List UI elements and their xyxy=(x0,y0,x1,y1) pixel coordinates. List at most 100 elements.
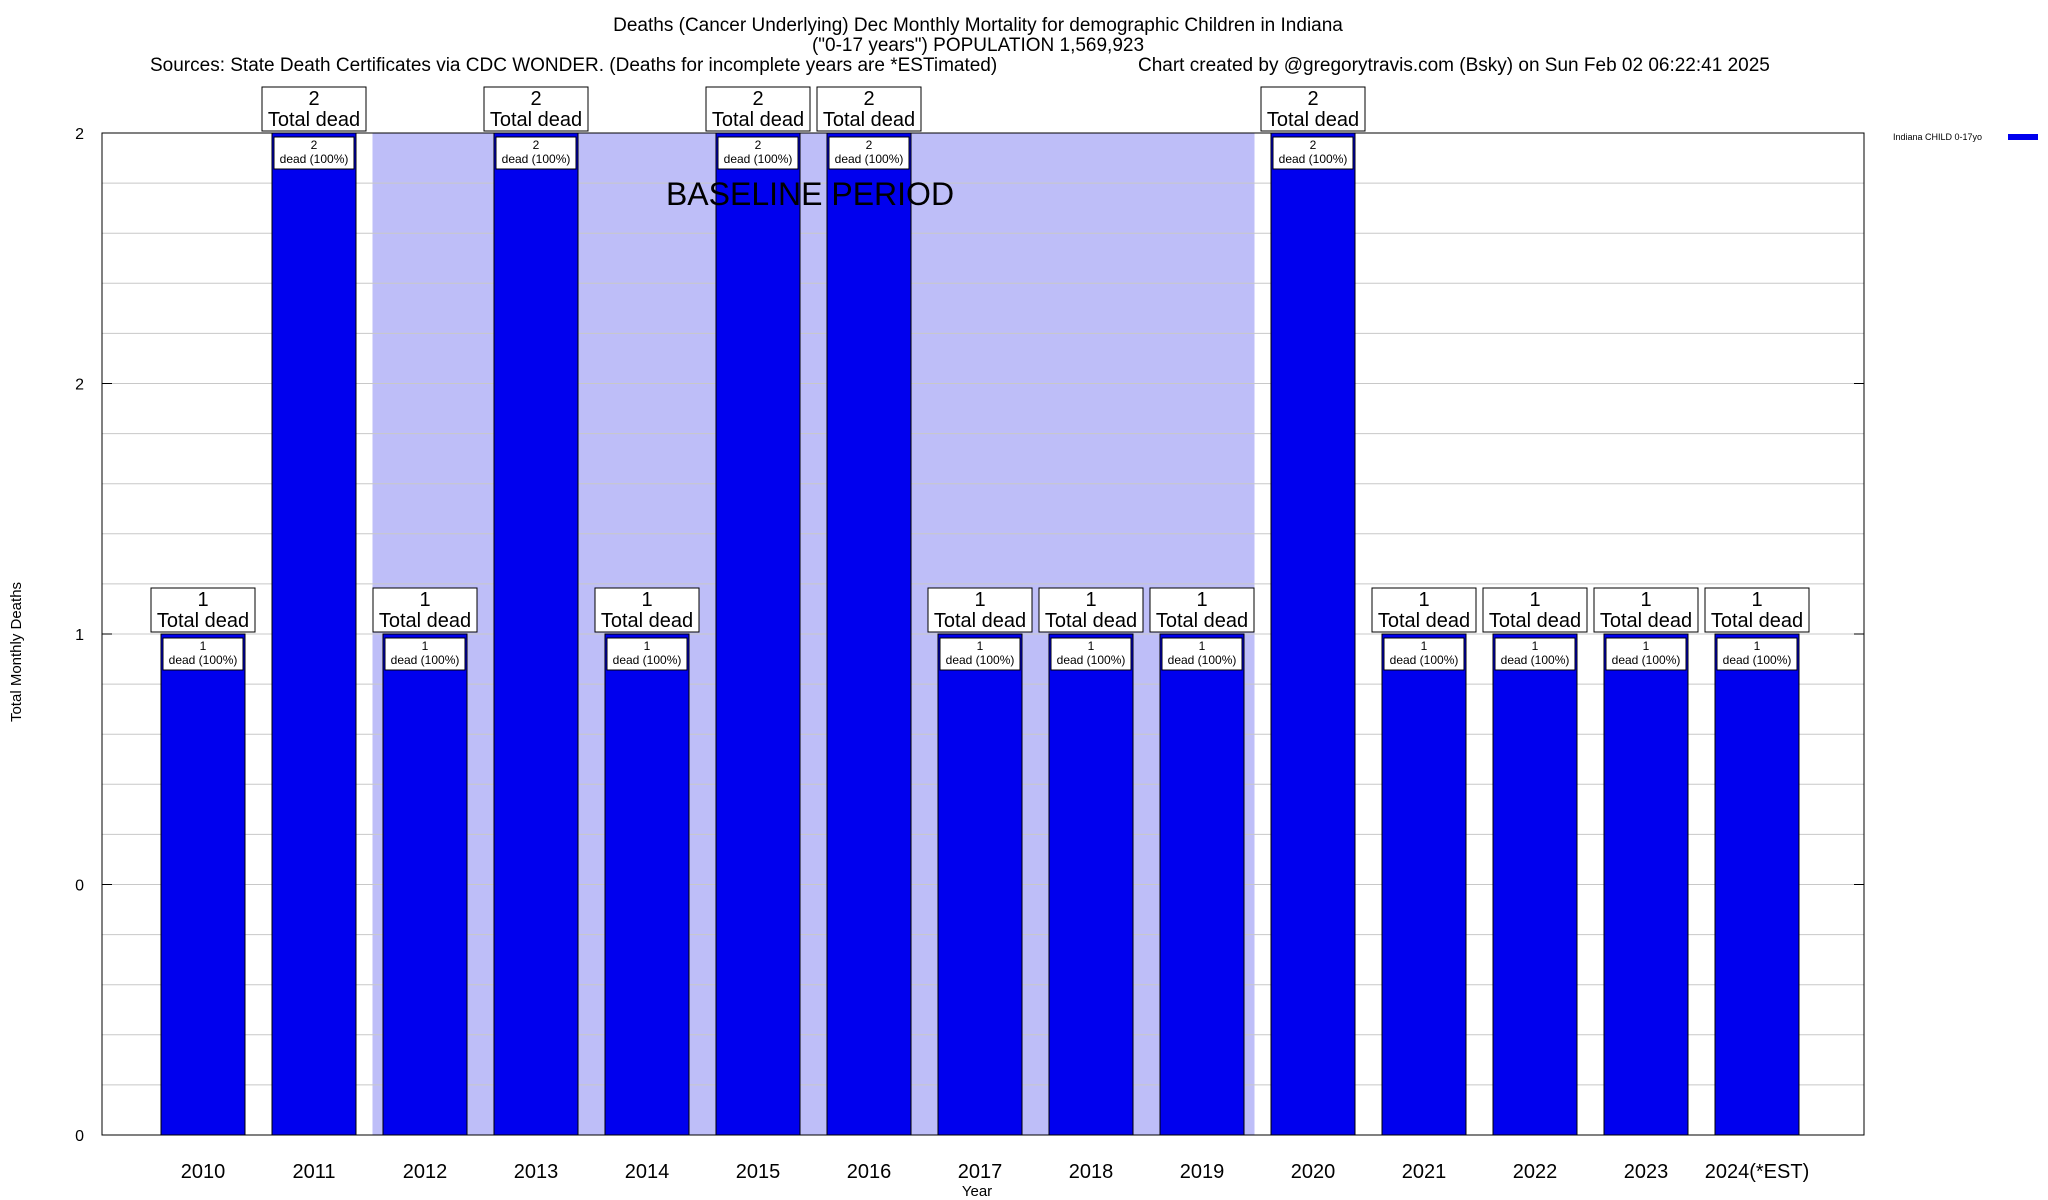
bar-2014 xyxy=(604,633,690,1136)
bar-2019 xyxy=(1159,633,1245,1136)
inner-dead-box xyxy=(273,136,355,170)
x-tick-label: 2019 xyxy=(1180,1161,1225,1183)
bars-layer xyxy=(160,132,1800,1136)
total-dead-value: 1 xyxy=(641,589,652,611)
x-tick-label: 2021 xyxy=(1402,1161,1447,1183)
inner-dead-value: 1 xyxy=(200,639,207,653)
x-tick-label: 2012 xyxy=(403,1161,448,1183)
bar-2021 xyxy=(1381,633,1467,1136)
total-dead-box xyxy=(261,86,367,132)
inner-dead-value: 1 xyxy=(644,639,651,653)
inner-dead-label: dead (100%) xyxy=(1168,653,1237,667)
inner-dead-value: 2 xyxy=(1310,138,1317,152)
inner-dead-box xyxy=(939,637,1021,671)
inner-dead-box xyxy=(162,637,244,671)
bar-2015 xyxy=(715,132,801,1136)
inner-dead-value: 1 xyxy=(1199,639,1206,653)
total-dead-box xyxy=(1593,587,1699,633)
x-tick-label: 2020 xyxy=(1291,1161,1336,1183)
total-dead-label: Total dead xyxy=(379,610,471,632)
x-tick-label: 2010 xyxy=(181,1161,226,1183)
inner-dead-label: dead (100%) xyxy=(1390,653,1459,667)
bar-2024(*EST) xyxy=(1714,633,1800,1136)
inner-dead-label: dead (100%) xyxy=(1057,653,1126,667)
y-tick-label: 1 xyxy=(75,627,84,644)
total-dead-box xyxy=(1149,587,1255,633)
total-dead-value: 1 xyxy=(419,589,430,611)
total-dead-value: 2 xyxy=(308,88,319,110)
inner-dead-box xyxy=(384,637,466,671)
total-dead-value: 1 xyxy=(1085,589,1096,611)
inner-dead-label: dead (100%) xyxy=(1723,653,1792,667)
x-tick-label: 2016 xyxy=(847,1161,892,1183)
total-dead-label: Total dead xyxy=(1711,610,1803,632)
total-dead-box xyxy=(483,86,589,132)
chart-title-line1: Deaths (Cancer Underlying) Dec Monthly M… xyxy=(613,15,1343,36)
x-tick-label: 2014 xyxy=(625,1161,670,1183)
total-dead-label: Total dead xyxy=(157,610,249,632)
x-tick-label: 2023 xyxy=(1624,1161,1669,1183)
total-dead-value: 1 xyxy=(1529,589,1540,611)
baseline-period-label: BASELINE PERIOD xyxy=(666,176,954,212)
total-dead-label: Total dead xyxy=(1600,610,1692,632)
inner-dead-box xyxy=(1272,136,1354,170)
bar-2010 xyxy=(160,633,246,1136)
total-dead-label: Total dead xyxy=(1156,610,1248,632)
inner-dead-label: dead (100%) xyxy=(724,152,793,166)
bar-2023 xyxy=(1603,633,1689,1136)
inner-dead-box xyxy=(828,136,910,170)
total-dead-label: Total dead xyxy=(1378,610,1470,632)
inner-dead-label: dead (100%) xyxy=(169,653,238,667)
inner-dead-box xyxy=(606,637,688,671)
total-dead-label: Total dead xyxy=(601,610,693,632)
bar-2016 xyxy=(826,132,912,1136)
x-tick-label: 2018 xyxy=(1069,1161,1114,1183)
bar-2017 xyxy=(937,633,1023,1136)
total-dead-box xyxy=(1704,587,1810,633)
inner-dead-label: dead (100%) xyxy=(391,653,460,667)
legend-entry-label: Indiana CHILD 0-17yo xyxy=(1893,132,1982,142)
total-dead-label: Total dead xyxy=(1489,610,1581,632)
total-dead-label: Total dead xyxy=(1045,610,1137,632)
total-dead-value: 2 xyxy=(752,88,763,110)
y-tick-label: 2 xyxy=(75,377,84,394)
total-dead-box xyxy=(1038,587,1144,633)
total-dead-box xyxy=(705,86,811,132)
inner-dead-value: 1 xyxy=(1643,639,1650,653)
inner-dead-value: 1 xyxy=(1088,639,1095,653)
axes-layer: 0 0 1 2 2 2010 2011 2012 2013 2014 2015 2016 2017 201… xyxy=(75,126,1865,1183)
total-dead-value: 1 xyxy=(1751,589,1762,611)
inner-dead-value: 2 xyxy=(866,138,873,152)
inner-dead-box xyxy=(1050,637,1132,671)
inner-dead-label: dead (100%) xyxy=(613,653,682,667)
chart-credit: Chart created by @gregorytravis.com (Bsk… xyxy=(1138,55,1770,76)
total-dead-box xyxy=(816,86,922,132)
inner-dead-box xyxy=(1161,637,1243,671)
total-dead-box xyxy=(1371,587,1477,633)
total-dead-value: 1 xyxy=(1418,589,1429,611)
x-tick-label: 2017 xyxy=(958,1161,1003,1183)
total-dead-box xyxy=(594,587,700,633)
x-tick-label: 2022 xyxy=(1513,1161,1558,1183)
bar-2011 xyxy=(271,132,357,1136)
total-dead-label: Total dead xyxy=(823,109,915,131)
y-tick-label: 0 xyxy=(75,1128,84,1145)
total-dead-label: Total dead xyxy=(1267,109,1359,131)
total-dead-value: 2 xyxy=(530,88,541,110)
total-dead-box xyxy=(372,587,478,633)
bar-2022 xyxy=(1492,633,1578,1136)
inner-dead-value: 1 xyxy=(422,639,429,653)
inner-dead-value: 1 xyxy=(1421,639,1428,653)
inner-dead-box xyxy=(1716,637,1798,671)
legend-swatch xyxy=(2008,134,2038,140)
total-dead-box xyxy=(927,587,1033,633)
inner-dead-box xyxy=(495,136,577,170)
y-axis-label: Total Monthly Deaths xyxy=(8,582,25,722)
total-dead-value: 1 xyxy=(1640,589,1651,611)
inner-dead-label: dead (100%) xyxy=(280,152,349,166)
total-dead-value: 2 xyxy=(1307,88,1318,110)
inner-dead-label: dead (100%) xyxy=(1612,653,1681,667)
inner-dead-box xyxy=(717,136,799,170)
inner-dead-box xyxy=(1494,637,1576,671)
